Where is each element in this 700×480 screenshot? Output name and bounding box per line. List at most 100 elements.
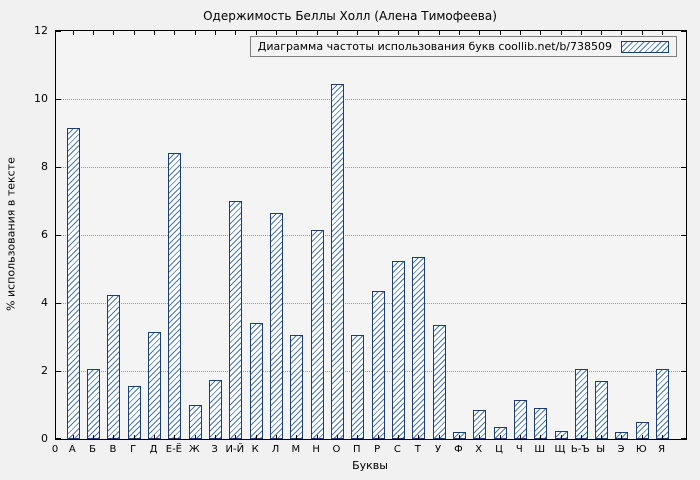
x-tick-label: Я bbox=[658, 444, 666, 455]
x-tick-label: Ж bbox=[188, 444, 200, 455]
x-tick-label: Г bbox=[130, 444, 137, 455]
bar bbox=[473, 410, 487, 439]
y-tick-mark bbox=[681, 235, 686, 236]
bar bbox=[351, 335, 365, 439]
y-tick-label: 12 bbox=[34, 24, 48, 37]
x-tick-mark bbox=[296, 435, 298, 439]
x-tick-mark bbox=[194, 31, 196, 35]
x-tick-mark bbox=[276, 435, 277, 439]
x-tick-mark bbox=[174, 31, 176, 35]
y-tick-label: 4 bbox=[41, 296, 48, 309]
x-tick-mark bbox=[93, 31, 95, 35]
x-tick-label: Е-Ё bbox=[165, 444, 182, 455]
x-tick-mark bbox=[72, 435, 74, 439]
x-tick-label: Н bbox=[312, 444, 320, 455]
x-tick-mark bbox=[580, 435, 582, 439]
bar bbox=[310, 229, 324, 439]
x-tick-label: Ш bbox=[534, 444, 546, 455]
gridline bbox=[56, 371, 686, 372]
x-tick-label: Ю bbox=[635, 444, 647, 455]
y-tick-label: 2 bbox=[41, 364, 48, 377]
x-tick-mark bbox=[336, 435, 338, 439]
x-tick-mark bbox=[276, 31, 277, 35]
x-axis-label: Буквы bbox=[352, 459, 388, 472]
y-tick-mark bbox=[681, 303, 686, 304]
bar bbox=[188, 405, 202, 439]
x-tick-mark bbox=[133, 435, 135, 439]
x-tick-label: Д bbox=[149, 444, 158, 455]
x-tick-label: П bbox=[353, 444, 361, 455]
x-tick-mark bbox=[560, 31, 562, 35]
bar bbox=[595, 381, 609, 439]
x-tick-mark bbox=[662, 435, 664, 439]
x-tick-label: Ч bbox=[515, 444, 523, 455]
x-tick-mark bbox=[438, 435, 440, 439]
gridline bbox=[56, 167, 686, 168]
x-tick-mark bbox=[641, 31, 643, 35]
y-tick-mark bbox=[56, 167, 61, 168]
x-tick-mark bbox=[458, 435, 460, 439]
bar bbox=[432, 325, 446, 439]
x-tick-label: Ь-Ъ bbox=[570, 444, 590, 455]
y-tick-label: 0 bbox=[41, 432, 48, 445]
x-tick-mark bbox=[93, 435, 95, 439]
x-tick-mark bbox=[377, 435, 379, 439]
bar bbox=[168, 153, 182, 439]
x-tick-mark bbox=[316, 31, 318, 35]
x-tick-mark bbox=[377, 31, 379, 35]
x-tick-mark bbox=[296, 31, 298, 35]
x-tick-mark bbox=[601, 31, 603, 35]
legend-label: Диаграмма частоты использования букв coo… bbox=[257, 40, 612, 53]
y-tick-mark bbox=[681, 438, 686, 439]
x-tick-mark bbox=[601, 435, 603, 439]
x-tick-label: С bbox=[393, 444, 401, 455]
bar bbox=[656, 369, 670, 439]
x-tick-mark bbox=[113, 31, 115, 35]
gridline bbox=[56, 303, 686, 304]
bar bbox=[513, 399, 527, 439]
plot-area: Диаграмма частоты использования букв coo… bbox=[55, 30, 687, 440]
x-tick-label: Щ bbox=[554, 444, 566, 455]
x-tick-mark bbox=[215, 435, 217, 439]
y-tick-mark bbox=[56, 438, 61, 439]
y-tick-label: 8 bbox=[41, 160, 48, 173]
x-tick-mark bbox=[397, 435, 399, 439]
x-tick-mark bbox=[540, 435, 542, 439]
x-tick-label: Э bbox=[617, 444, 625, 455]
y-tick-label: 6 bbox=[41, 228, 48, 241]
bar bbox=[270, 212, 283, 439]
x-tick-label: М bbox=[291, 444, 301, 455]
bar bbox=[371, 291, 385, 439]
x-tick-label: И-Й bbox=[225, 444, 245, 455]
x-tick-label: У bbox=[435, 444, 442, 455]
bar bbox=[229, 201, 243, 439]
x-tick-label: Ц bbox=[495, 444, 503, 455]
bar bbox=[290, 335, 304, 439]
bar bbox=[635, 422, 649, 439]
x-tick-mark bbox=[519, 435, 521, 439]
y-tick-mark bbox=[56, 31, 61, 32]
y-tick-mark bbox=[56, 371, 61, 372]
x-tick-mark bbox=[72, 31, 74, 35]
x-tick-label: В bbox=[109, 444, 117, 455]
y-tick-mark bbox=[681, 167, 686, 168]
x-tick-mark bbox=[540, 31, 542, 35]
x-tick-label: Х bbox=[475, 444, 483, 455]
bar bbox=[127, 386, 141, 439]
x-tick-mark bbox=[499, 31, 501, 35]
legend-swatch bbox=[621, 40, 669, 53]
x-tick-mark bbox=[662, 31, 664, 35]
y-tick-mark bbox=[681, 99, 686, 100]
x-tick-mark bbox=[479, 435, 481, 439]
x-tick-mark bbox=[194, 435, 196, 439]
x-tick-mark bbox=[215, 31, 217, 35]
x-tick-mark bbox=[397, 31, 399, 35]
x-tick-label: К bbox=[251, 444, 259, 455]
x-tick-mark bbox=[580, 31, 582, 35]
x-tick-mark bbox=[174, 435, 176, 439]
x-tick-mark bbox=[316, 435, 318, 439]
y-tick-mark bbox=[681, 371, 686, 372]
bar bbox=[148, 331, 162, 439]
x-tick-mark bbox=[418, 31, 420, 35]
